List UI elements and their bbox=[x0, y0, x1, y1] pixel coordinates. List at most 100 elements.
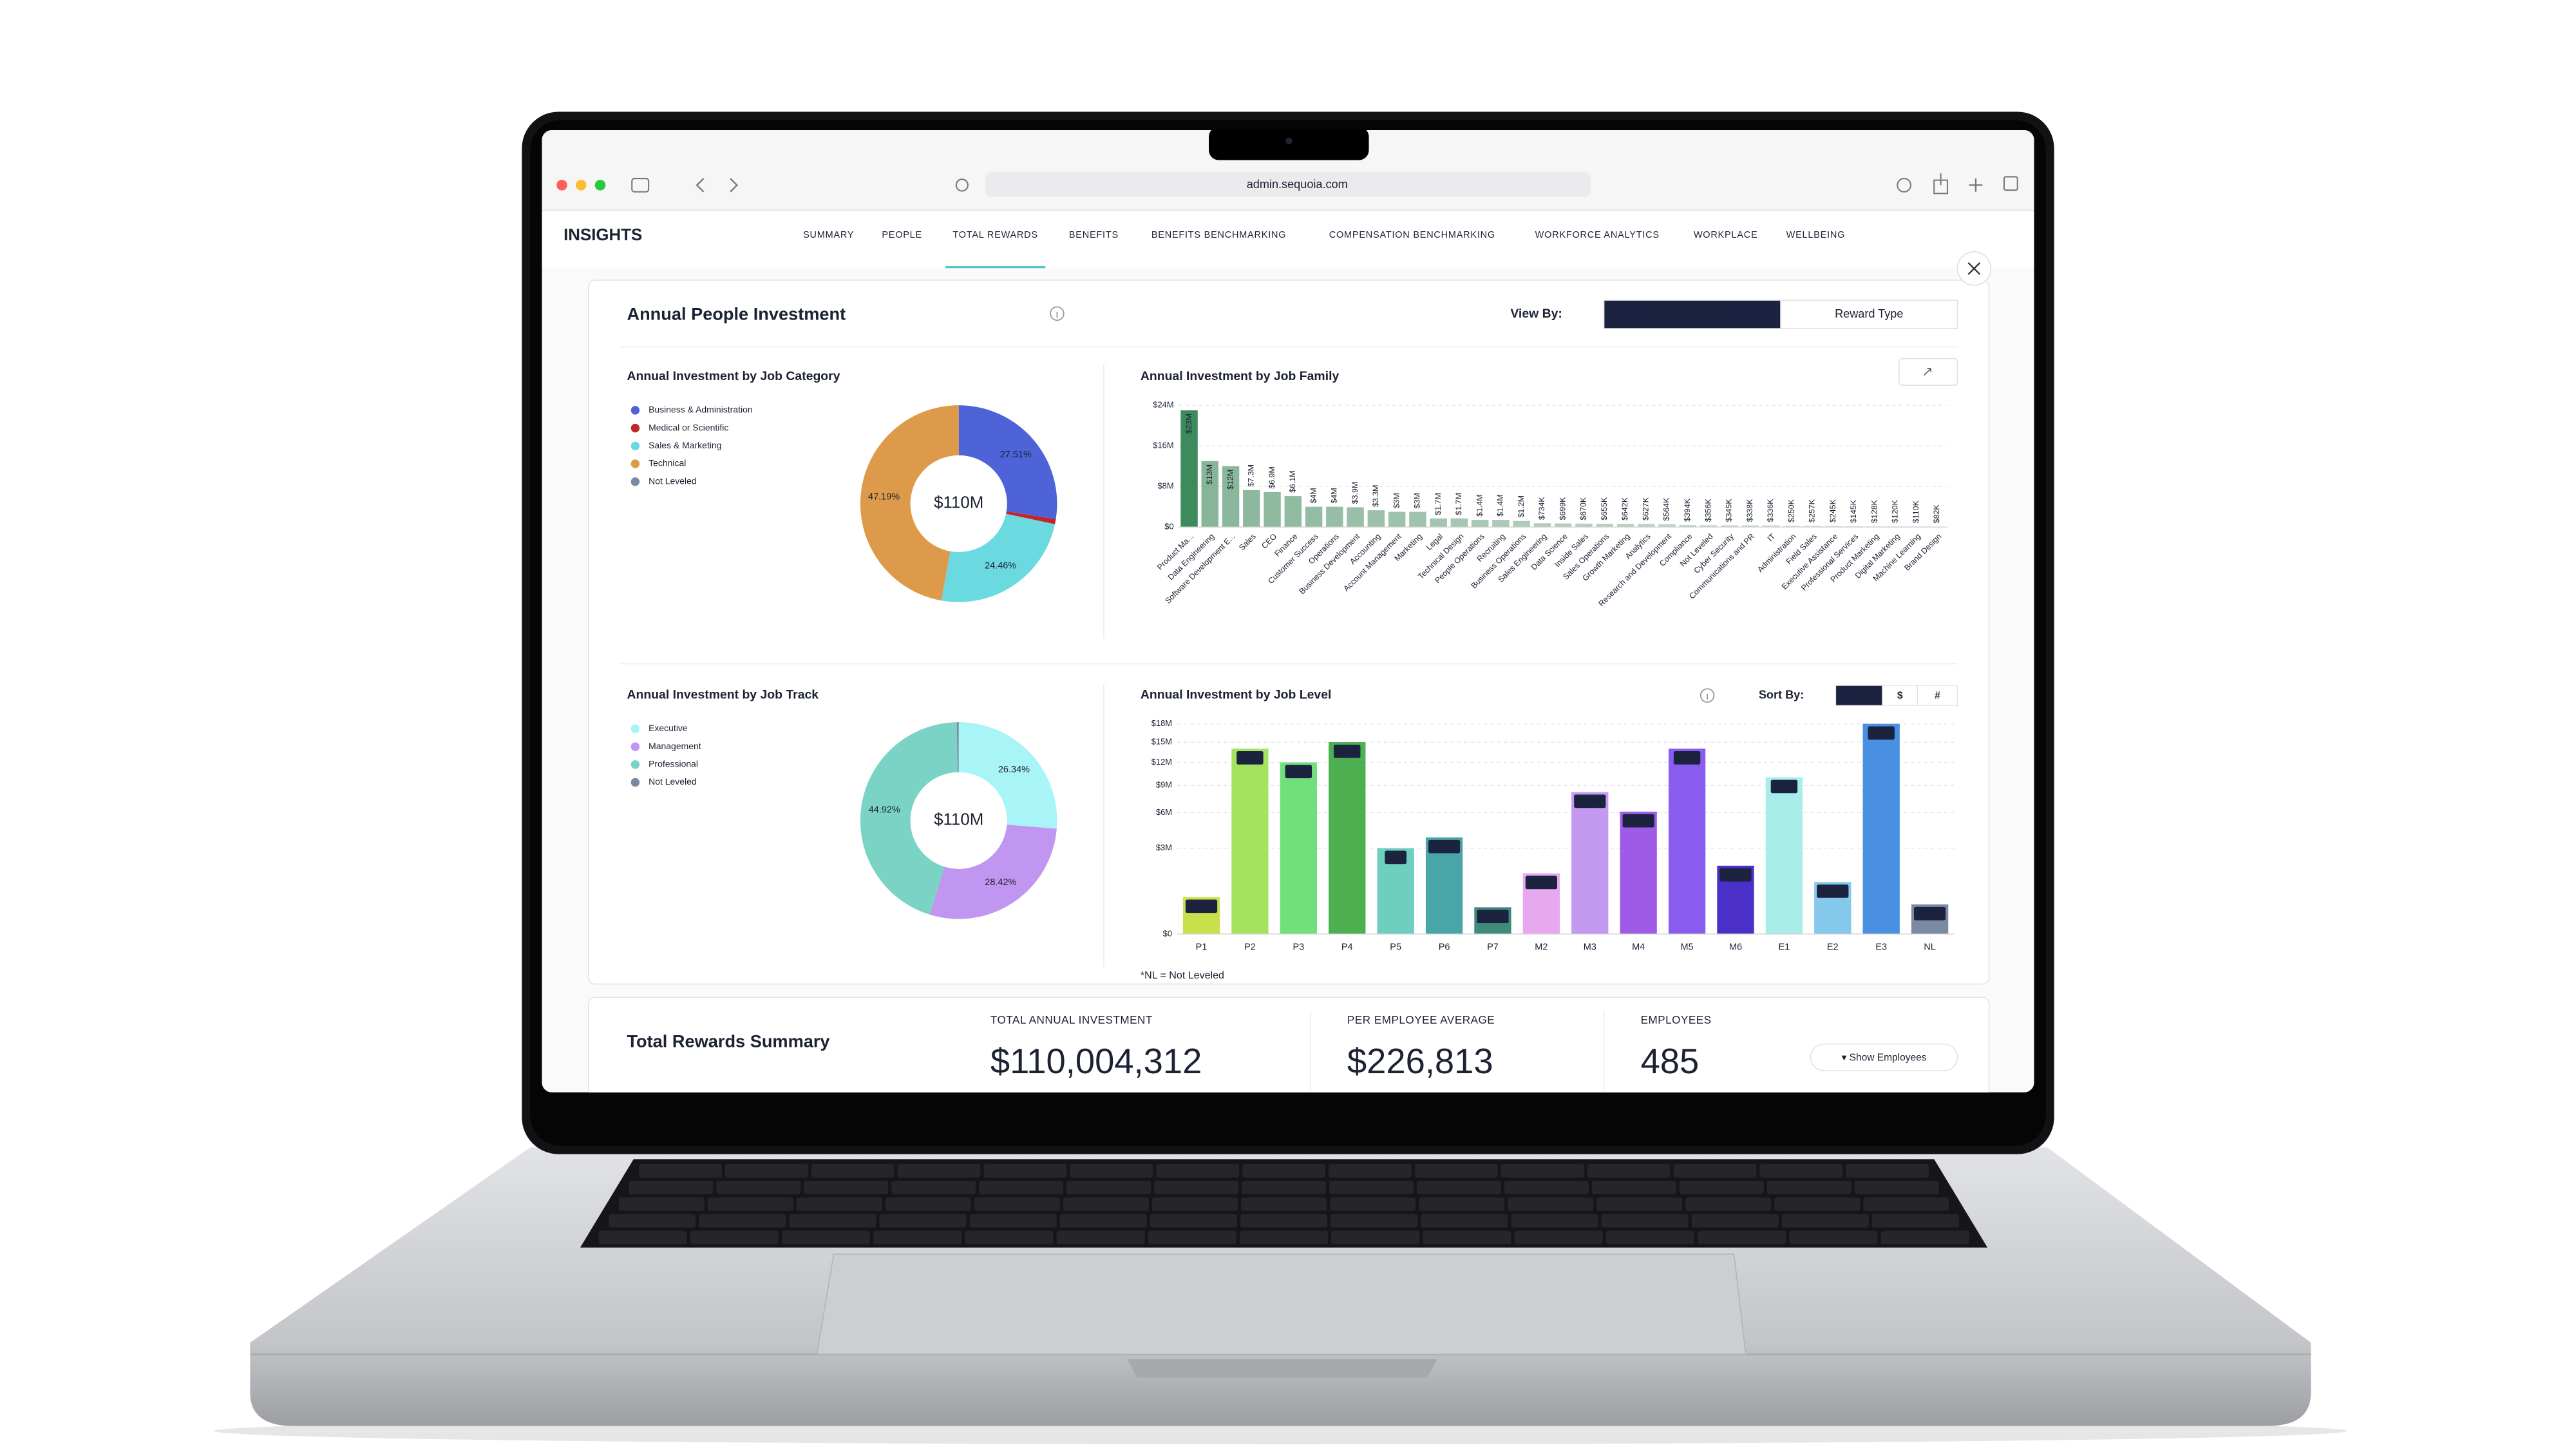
legend-label[interactable]: Management bbox=[649, 741, 701, 751]
legend-swatch bbox=[630, 423, 640, 433]
key bbox=[969, 1214, 1057, 1228]
y-tick-label: $0 bbox=[1163, 928, 1172, 938]
bar[interactable] bbox=[1762, 525, 1779, 528]
expand-button[interactable] bbox=[1898, 358, 1958, 386]
bar[interactable] bbox=[1492, 520, 1510, 528]
nav-tab[interactable]: WORKPLACE bbox=[1694, 230, 1758, 240]
nav-tab[interactable]: COMPENSATION BENCHMARKING bbox=[1329, 230, 1495, 240]
nav-tab[interactable]: BENEFITS bbox=[1069, 230, 1119, 240]
legend-label[interactable]: Sales & Marketing bbox=[649, 440, 721, 450]
bar[interactable] bbox=[1616, 524, 1634, 528]
bar[interactable] bbox=[1700, 525, 1718, 528]
donut-slice bbox=[941, 513, 1056, 602]
bar[interactable] bbox=[1554, 523, 1572, 528]
value-label: $7.3M bbox=[1247, 464, 1256, 486]
bar[interactable] bbox=[1533, 523, 1551, 528]
value-label: $1.7M bbox=[1454, 493, 1463, 515]
bar[interactable] bbox=[1347, 507, 1364, 528]
sort-button[interactable] bbox=[1882, 685, 1918, 706]
bar[interactable] bbox=[1264, 492, 1281, 528]
info-icon[interactable] bbox=[1700, 688, 1715, 703]
download-icon[interactable] bbox=[1897, 177, 1912, 193]
bar[interactable] bbox=[1862, 723, 1900, 934]
bar[interactable] bbox=[1326, 506, 1343, 528]
bar[interactable] bbox=[1596, 523, 1613, 528]
info-icon[interactable] bbox=[1050, 306, 1065, 321]
bar[interactable] bbox=[1222, 466, 1240, 528]
chart-title: Annual Investment by Job Family bbox=[1141, 369, 1340, 383]
bar[interactable] bbox=[1620, 811, 1657, 934]
nav-bar bbox=[542, 211, 2034, 268]
legend-label[interactable]: Medical or Scientific bbox=[649, 422, 728, 432]
toggle-button[interactable] bbox=[1780, 300, 1958, 329]
new-tab-icon[interactable] bbox=[1969, 178, 1983, 192]
zoom-dot[interactable] bbox=[594, 180, 606, 191]
bar[interactable] bbox=[1804, 526, 1821, 528]
bar[interactable] bbox=[1450, 518, 1468, 528]
show-employees-button[interactable] bbox=[1810, 1043, 1958, 1071]
bar[interactable] bbox=[1575, 523, 1593, 528]
key bbox=[1501, 1164, 1584, 1178]
legend-label[interactable]: Executive bbox=[649, 723, 688, 733]
nav-tab[interactable]: BENEFITS BENCHMARKING bbox=[1151, 230, 1286, 240]
value-label-box bbox=[1428, 839, 1461, 854]
value-label: $338K bbox=[1745, 499, 1754, 522]
nav-tab[interactable]: SUMMARY bbox=[803, 230, 854, 240]
bar[interactable] bbox=[1721, 525, 1738, 528]
bar[interactable] bbox=[1783, 526, 1801, 528]
nav-arrows[interactable] bbox=[696, 178, 738, 193]
bar[interactable] bbox=[1284, 496, 1302, 528]
y-tick-label: $16M bbox=[1153, 441, 1173, 450]
bar[interactable] bbox=[1430, 518, 1447, 528]
nav-tab[interactable]: TOTAL REWARDS bbox=[952, 230, 1037, 240]
share-icon[interactable] bbox=[1933, 173, 1948, 195]
nav-tab[interactable]: WELLBEING bbox=[1786, 230, 1846, 240]
minimize-dot[interactable] bbox=[575, 180, 587, 191]
bar[interactable] bbox=[1231, 749, 1269, 934]
bar[interactable] bbox=[1741, 525, 1759, 528]
value-label: $1.4M bbox=[1496, 494, 1505, 516]
bar[interactable] bbox=[1243, 490, 1260, 528]
bar[interactable] bbox=[1329, 742, 1366, 934]
nav-tab[interactable]: WORKFORCE ANALYTICS bbox=[1535, 230, 1660, 240]
active-tab-underline bbox=[945, 265, 1046, 269]
bar[interactable] bbox=[1471, 520, 1489, 528]
legend-label[interactable]: Not Leveled bbox=[649, 776, 697, 787]
key bbox=[1511, 1214, 1598, 1228]
bar[interactable] bbox=[1513, 521, 1530, 528]
value-label: $250K bbox=[1786, 499, 1795, 522]
sidebar-icon[interactable] bbox=[631, 177, 650, 193]
bar[interactable] bbox=[1280, 762, 1317, 934]
nav-tab[interactable]: PEOPLE bbox=[882, 230, 922, 240]
bar[interactable] bbox=[1571, 792, 1609, 934]
sort-button[interactable] bbox=[1917, 685, 1958, 706]
legend-label[interactable]: Business & Administration bbox=[649, 405, 753, 415]
bar[interactable] bbox=[1425, 837, 1463, 934]
camera bbox=[1285, 137, 1293, 144]
legend-label[interactable]: Professional bbox=[649, 758, 698, 769]
bar[interactable] bbox=[1658, 524, 1676, 528]
legend-label[interactable]: Not Leveled bbox=[649, 475, 697, 486]
bar[interactable] bbox=[1388, 511, 1406, 528]
bar[interactable] bbox=[1824, 526, 1842, 528]
x-tick-label: E3 bbox=[1875, 942, 1887, 952]
legend-label[interactable]: Technical bbox=[649, 458, 686, 468]
bar[interactable] bbox=[1409, 511, 1426, 528]
key bbox=[1685, 1197, 1772, 1211]
bar[interactable] bbox=[1637, 524, 1655, 528]
trackpad bbox=[816, 1254, 1747, 1355]
tabs-icon[interactable] bbox=[2003, 176, 2018, 191]
sort-button[interactable] bbox=[1835, 685, 1883, 706]
url-bar[interactable] bbox=[985, 171, 1591, 197]
key bbox=[1242, 1181, 1326, 1194]
key bbox=[1880, 1230, 1969, 1245]
bar[interactable] bbox=[1765, 777, 1803, 934]
close-dot[interactable] bbox=[556, 180, 567, 191]
bar[interactable] bbox=[1180, 410, 1198, 528]
bar[interactable] bbox=[1668, 749, 1706, 934]
bar[interactable] bbox=[1305, 506, 1323, 528]
bar[interactable] bbox=[1679, 525, 1696, 528]
bar[interactable] bbox=[1201, 461, 1219, 528]
value-label: $555K bbox=[1189, 901, 1214, 911]
bar[interactable] bbox=[1367, 510, 1385, 528]
